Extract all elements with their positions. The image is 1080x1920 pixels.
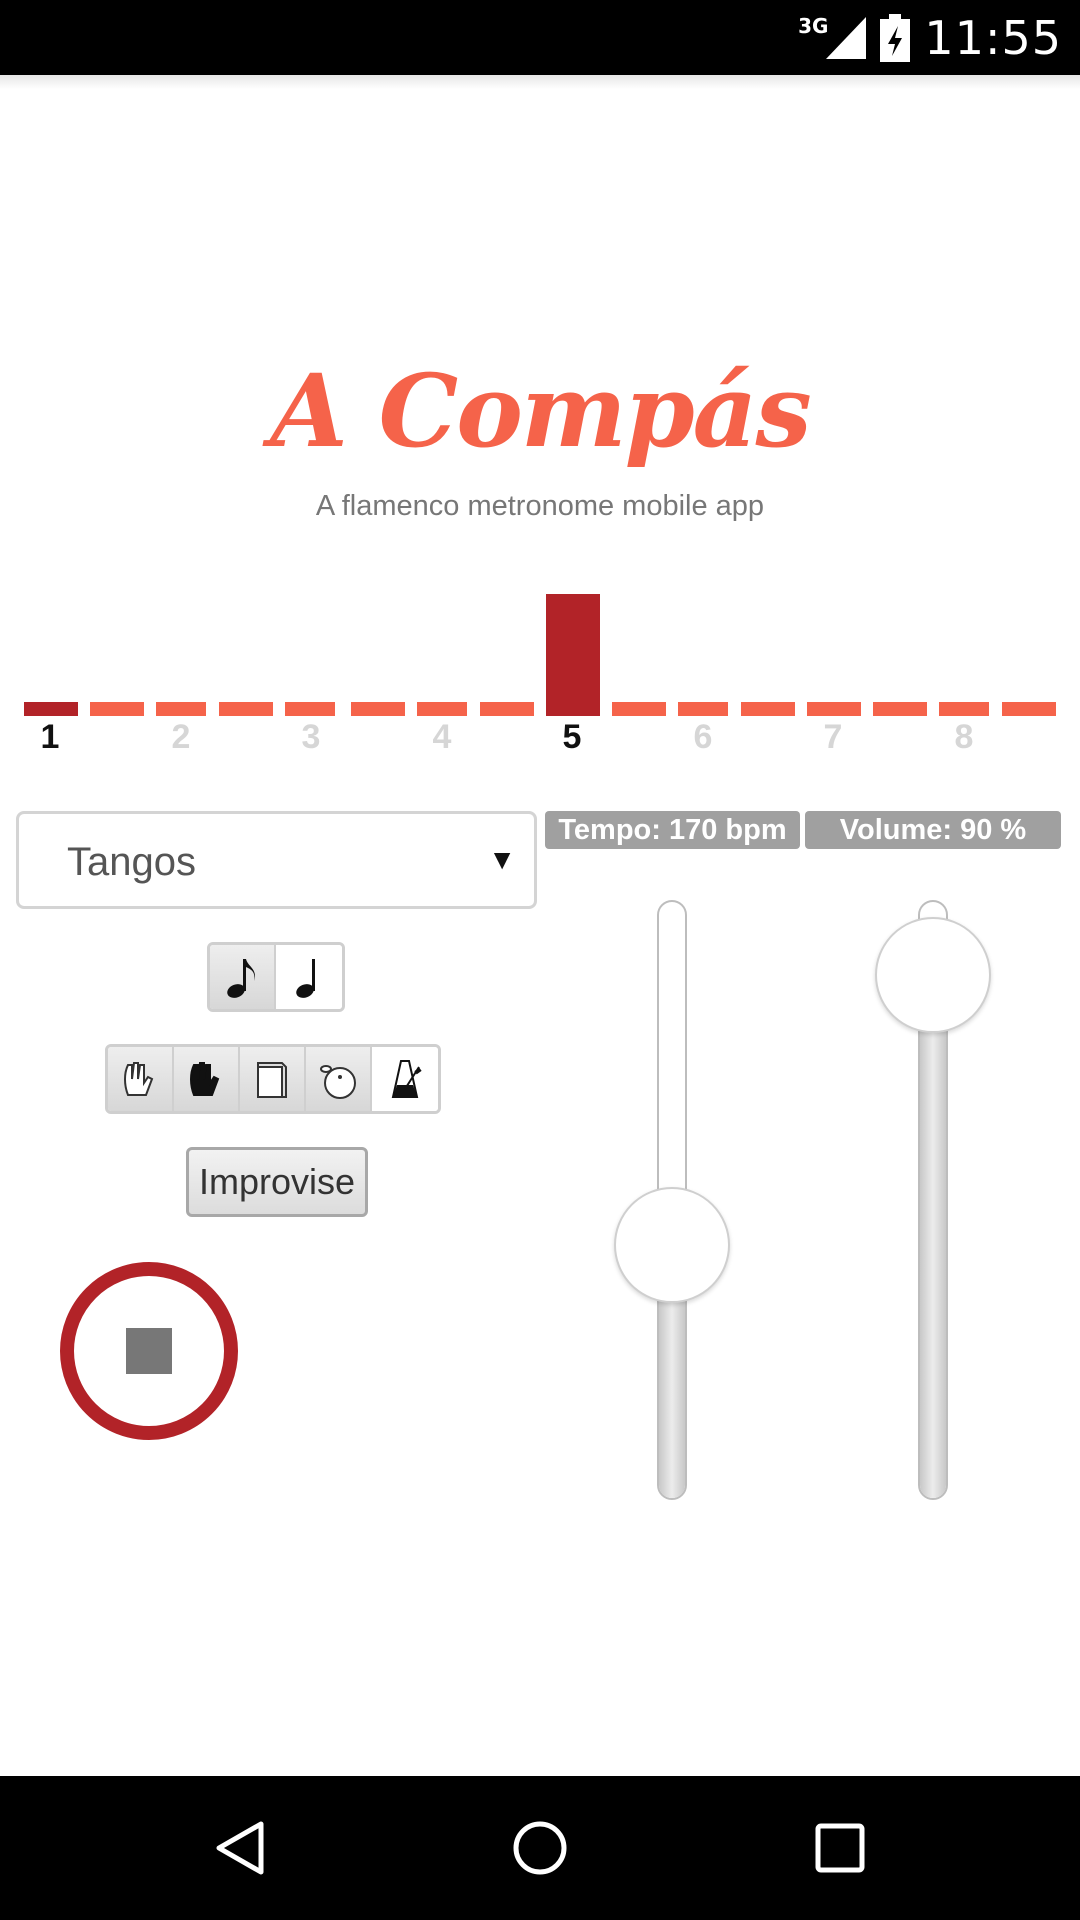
palmas-claras-icon	[124, 1062, 154, 1096]
beat-bar	[480, 702, 534, 716]
battery-charging-icon	[880, 13, 911, 62]
quarter-note-button[interactable]	[276, 945, 342, 1009]
beat-number: 2	[171, 718, 191, 756]
beat-number: 6	[693, 718, 713, 756]
beat-number: 7	[823, 718, 843, 756]
beat-bar	[417, 702, 467, 716]
palmas-sordas-button[interactable]	[174, 1047, 240, 1111]
navigation-bar	[0, 1776, 1080, 1920]
recents-icon	[815, 1823, 865, 1873]
volume-label: Volume: 90 %	[805, 811, 1061, 849]
beat-bar	[678, 702, 728, 716]
beat-number: 8	[954, 718, 974, 756]
beat-bar	[741, 702, 795, 716]
sound-toggle	[105, 1044, 441, 1114]
palo-select-value: Tangos	[67, 840, 196, 884]
home-icon	[513, 1821, 567, 1875]
udu-button[interactable]	[306, 1047, 372, 1111]
metronome-button[interactable]	[372, 1047, 438, 1111]
beat-bar	[351, 702, 405, 716]
improvise-button[interactable]: Improvise	[186, 1147, 368, 1217]
recents-button[interactable]	[780, 1776, 900, 1920]
beat-indicator: 1 2 3 4 5 6 7 8	[0, 590, 1080, 756]
header-shadow	[0, 75, 1080, 89]
volume-slider-thumb[interactable]	[875, 917, 991, 1033]
cajon-button[interactable]	[240, 1047, 306, 1111]
cajon-icon	[257, 1062, 287, 1098]
beat-bar	[24, 702, 78, 716]
udu-icon	[320, 1065, 356, 1099]
beat-bar	[285, 702, 335, 716]
beat-bar-active	[546, 594, 600, 716]
beat-bar	[939, 702, 989, 716]
beat-bar	[219, 702, 273, 716]
dropdown-arrow-icon: ▼	[488, 844, 516, 875]
signal-icon	[826, 16, 867, 59]
metronome-icon	[391, 1060, 422, 1098]
beat-bar	[612, 702, 666, 716]
stop-button[interactable]	[60, 1262, 238, 1440]
beat-number: 3	[301, 718, 321, 756]
tempo-label: Tempo: 170 bpm	[545, 811, 800, 849]
beat-number: 1	[40, 718, 60, 756]
app-title: A Compás	[270, 352, 812, 470]
quarter-note-icon	[296, 959, 315, 998]
eighth-note-icon	[227, 959, 255, 998]
beat-bar	[156, 702, 206, 716]
palmas-claras-button[interactable]	[108, 1047, 174, 1111]
note-value-toggle	[207, 942, 345, 1012]
eighth-note-button[interactable]	[210, 945, 276, 1009]
network-type: 3G	[798, 13, 829, 38]
status-bar: 3G 11:55	[0, 0, 1080, 75]
beat-number-current: 5	[562, 718, 582, 756]
beat-number: 4	[432, 718, 452, 756]
app-subtitle: A flamenco metronome mobile app	[315, 490, 765, 522]
palo-select[interactable]: Tangos ▼	[16, 811, 537, 909]
beat-bar	[807, 702, 861, 716]
back-button[interactable]	[181, 1776, 301, 1920]
clock: 11:55	[924, 10, 1062, 65]
beat-bar	[90, 702, 144, 716]
tempo-slider-thumb[interactable]	[614, 1187, 730, 1303]
home-button[interactable]	[480, 1776, 600, 1920]
stop-icon	[126, 1328, 172, 1374]
beat-bar	[873, 702, 927, 716]
back-icon	[216, 1821, 264, 1875]
beat-bar	[1002, 702, 1056, 716]
palmas-sordas-icon	[190, 1062, 220, 1096]
